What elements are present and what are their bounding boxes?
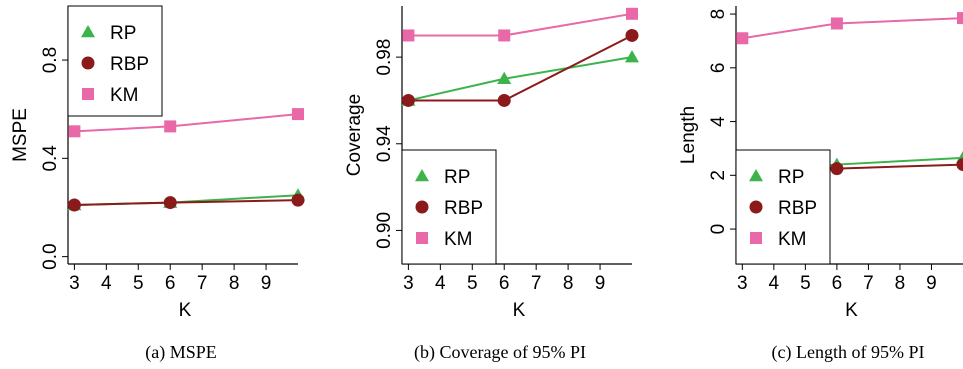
x-tick-label: 8 bbox=[895, 273, 906, 294]
legend-label-rp: RP bbox=[778, 167, 804, 188]
legend-marker-km bbox=[750, 232, 762, 244]
x-tick-label: 6 bbox=[499, 273, 510, 294]
data-point-rbp bbox=[291, 193, 305, 207]
x-tick-label: 3 bbox=[403, 273, 414, 294]
data-point-km bbox=[830, 17, 843, 30]
legend-label-rbp: RBP bbox=[444, 198, 483, 219]
y-axis-label: Coverage bbox=[344, 94, 365, 176]
legend-label-rbp: RBP bbox=[778, 198, 817, 219]
x-tick-label: 6 bbox=[165, 273, 176, 294]
x-tick-label: 9 bbox=[261, 273, 272, 294]
x-tick-label: 9 bbox=[595, 273, 606, 294]
chart-panel-1: 3 4 5 6 7 8 9 0.0 0.4 0.8 K MSPE RP RBP KM (a) MSPE bbox=[10, 5, 305, 363]
legend-label-rbp: RBP bbox=[110, 54, 149, 75]
data-point-rbp bbox=[497, 93, 511, 107]
x-tick-label: 7 bbox=[197, 273, 208, 294]
legend-marker-rp bbox=[81, 25, 95, 38]
y-axis-label: MSPE bbox=[10, 108, 31, 162]
series-group bbox=[401, 7, 639, 107]
y-tick-label: 0 bbox=[708, 224, 729, 235]
legend-label-rp: RP bbox=[444, 167, 470, 188]
data-point-rp bbox=[625, 50, 639, 63]
data-point-km bbox=[292, 108, 304, 121]
legend-marker-rp bbox=[415, 169, 429, 182]
data-point-km bbox=[957, 12, 963, 25]
x-tick-label: 5 bbox=[133, 273, 144, 294]
x-tick-label: 8 bbox=[229, 273, 240, 294]
legend: RP RBP KM bbox=[401, 149, 497, 265]
series-group bbox=[67, 108, 305, 212]
y-tick-label: 4 bbox=[708, 116, 729, 127]
x-tick-label: 3 bbox=[69, 273, 80, 294]
legend: RP RBP KM bbox=[67, 5, 163, 117]
x-tick-label: 7 bbox=[531, 273, 542, 294]
x-axis-label: K bbox=[179, 300, 192, 321]
data-point-rbp bbox=[625, 28, 639, 42]
legend-label-rp: RP bbox=[110, 23, 136, 44]
y-axis-label: Length bbox=[678, 106, 699, 164]
data-point-rbp bbox=[401, 93, 415, 107]
x-axis-label: K bbox=[845, 300, 858, 321]
x-tick-label: 3 bbox=[737, 273, 748, 294]
y-tick-label: 0.94 bbox=[374, 125, 395, 162]
x-tick-label: 8 bbox=[563, 273, 574, 294]
series-line-km bbox=[74, 113, 299, 133]
legend-label-km: KM bbox=[110, 85, 139, 106]
legend-marker-km bbox=[416, 232, 428, 244]
legend: RP RBP KM bbox=[735, 149, 831, 265]
panel-caption: (a) MSPE bbox=[145, 342, 217, 363]
legend-marker-rbp bbox=[81, 56, 95, 70]
series-line-rbp bbox=[408, 34, 633, 102]
y-tick-label: 0.0 bbox=[40, 243, 61, 269]
legend-marker-rp bbox=[749, 169, 763, 182]
data-point-rbp bbox=[163, 196, 177, 210]
data-point-km bbox=[68, 125, 81, 138]
x-tick-label: 5 bbox=[800, 273, 811, 294]
series-line-km bbox=[742, 17, 963, 40]
y-tick-label: 8 bbox=[708, 9, 729, 20]
data-point-rbp bbox=[67, 198, 81, 212]
data-point-km bbox=[164, 120, 177, 133]
legend-label-km: KM bbox=[778, 229, 807, 250]
data-point-km bbox=[736, 32, 749, 45]
panel-caption: (b) Coverage of 95% PI bbox=[414, 342, 586, 363]
x-tick-label: 4 bbox=[435, 273, 446, 294]
legend-marker-km bbox=[82, 88, 94, 100]
x-tick-label: 4 bbox=[101, 273, 112, 294]
data-point-km bbox=[402, 29, 415, 42]
x-tick-label: 5 bbox=[467, 273, 478, 294]
y-tick-label: 6 bbox=[708, 63, 729, 74]
legend-marker-rbp bbox=[749, 200, 763, 214]
y-tick-label: 0.98 bbox=[374, 39, 395, 76]
data-point-rp bbox=[497, 71, 512, 85]
x-tick-label: 7 bbox=[863, 273, 874, 294]
data-point-rbp bbox=[830, 162, 844, 176]
data-point-rbp bbox=[956, 158, 963, 172]
data-point-km bbox=[626, 7, 638, 20]
legend-label-km: KM bbox=[444, 229, 473, 250]
chart-panel-2: 3 4 5 6 7 8 9 0.90 0.94 0.98 K Coverage RP RBP KM (b) C… bbox=[344, 6, 639, 363]
legend-marker-rbp bbox=[415, 200, 429, 214]
data-point-km bbox=[498, 29, 511, 42]
series-line-km bbox=[408, 12, 633, 37]
y-tick-label: 0.8 bbox=[40, 47, 61, 73]
x-tick-label: 6 bbox=[832, 273, 843, 294]
y-tick-label: 0.90 bbox=[374, 212, 395, 249]
x-tick-label: 9 bbox=[926, 273, 937, 294]
panel-caption: (c) Length of 95% PI bbox=[772, 342, 925, 363]
y-tick-label: 0.4 bbox=[40, 145, 61, 172]
series-line-rp bbox=[408, 56, 633, 102]
x-axis-label: K bbox=[513, 300, 526, 321]
x-tick-label: 4 bbox=[769, 273, 780, 294]
y-tick-label: 2 bbox=[708, 170, 729, 181]
